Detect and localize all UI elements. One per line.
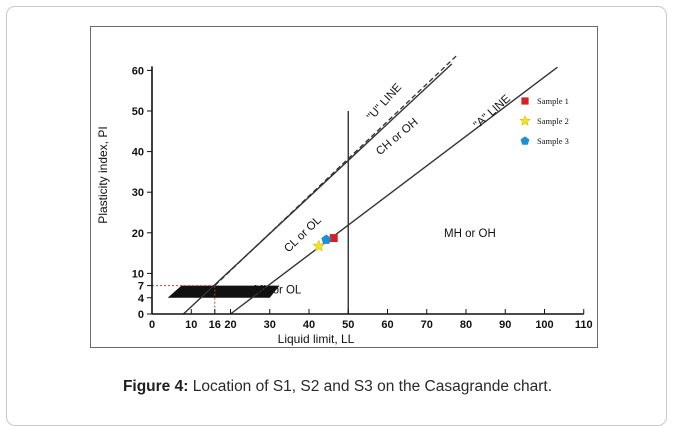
region-label-mhoroh: MH or OH xyxy=(444,228,496,240)
region-label-mlorol: ML or OL xyxy=(254,285,302,297)
legend-marker-sample-1 xyxy=(521,97,529,105)
y-tick-label: 20 xyxy=(132,228,144,240)
x-tick-label: 0 xyxy=(149,319,155,331)
x-tick-label: 60 xyxy=(381,319,393,331)
y-tick-label: 0 xyxy=(138,309,144,321)
cl-ml-band xyxy=(167,285,280,298)
x-tick-label: 50 xyxy=(342,319,354,331)
x-tick-label: 70 xyxy=(421,319,433,331)
y-tick-label: 7 xyxy=(138,281,144,293)
legend-marker-sample-2 xyxy=(519,114,531,126)
x-tick-label: 16 xyxy=(209,319,221,331)
x-tick-label: 110 xyxy=(575,319,593,331)
legend-label-sample-3: Sample 3 xyxy=(537,136,569,146)
x-tick-label: 10 xyxy=(185,319,197,331)
data-point-sample-3 xyxy=(321,234,332,244)
y-tick-label: 40 xyxy=(132,147,144,159)
y-tick-label: 30 xyxy=(132,187,144,199)
x-tick-label: 30 xyxy=(264,319,276,331)
caption-label: Figure 4: xyxy=(122,378,189,395)
figure-caption: Figure 4: Location of S1, S2 and S3 on t… xyxy=(0,378,675,396)
x-tick-label: 100 xyxy=(535,319,553,331)
legend-label-sample-2: Sample 2 xyxy=(537,116,569,126)
u-line-label: "U" LINE xyxy=(365,81,404,123)
caption-text: Location of S1, S2 and S3 on the Casagra… xyxy=(192,378,553,395)
x-tick-label: 20 xyxy=(224,319,236,331)
data-point-sample-2 xyxy=(312,239,326,252)
legend-label-sample-1: Sample 1 xyxy=(537,96,569,106)
y-axis-label: Plasticity index, PI xyxy=(96,126,110,223)
y-tick-label: 10 xyxy=(132,268,144,280)
x-tick-label: 90 xyxy=(499,319,511,331)
y-tick-label: 4 xyxy=(138,293,145,305)
legend-marker-sample-3 xyxy=(520,136,530,145)
data-point-sample-1 xyxy=(329,234,338,243)
line-aline xyxy=(230,66,558,315)
x-tick-label: 80 xyxy=(460,319,472,331)
region-label-choroh: CH or OH xyxy=(374,116,420,158)
y-tick-label: 60 xyxy=(132,65,144,77)
x-axis-label: Liquid limit, LL xyxy=(278,332,355,346)
y-tick-label: 50 xyxy=(132,106,144,118)
x-tick-label: 40 xyxy=(303,319,315,331)
a-line-label: "A" LINE xyxy=(472,93,513,132)
casagrande-chart: "U" LINE "A" LINE 0 10 16 20 30 40 50 60 70 80 90 10… xyxy=(90,26,598,348)
